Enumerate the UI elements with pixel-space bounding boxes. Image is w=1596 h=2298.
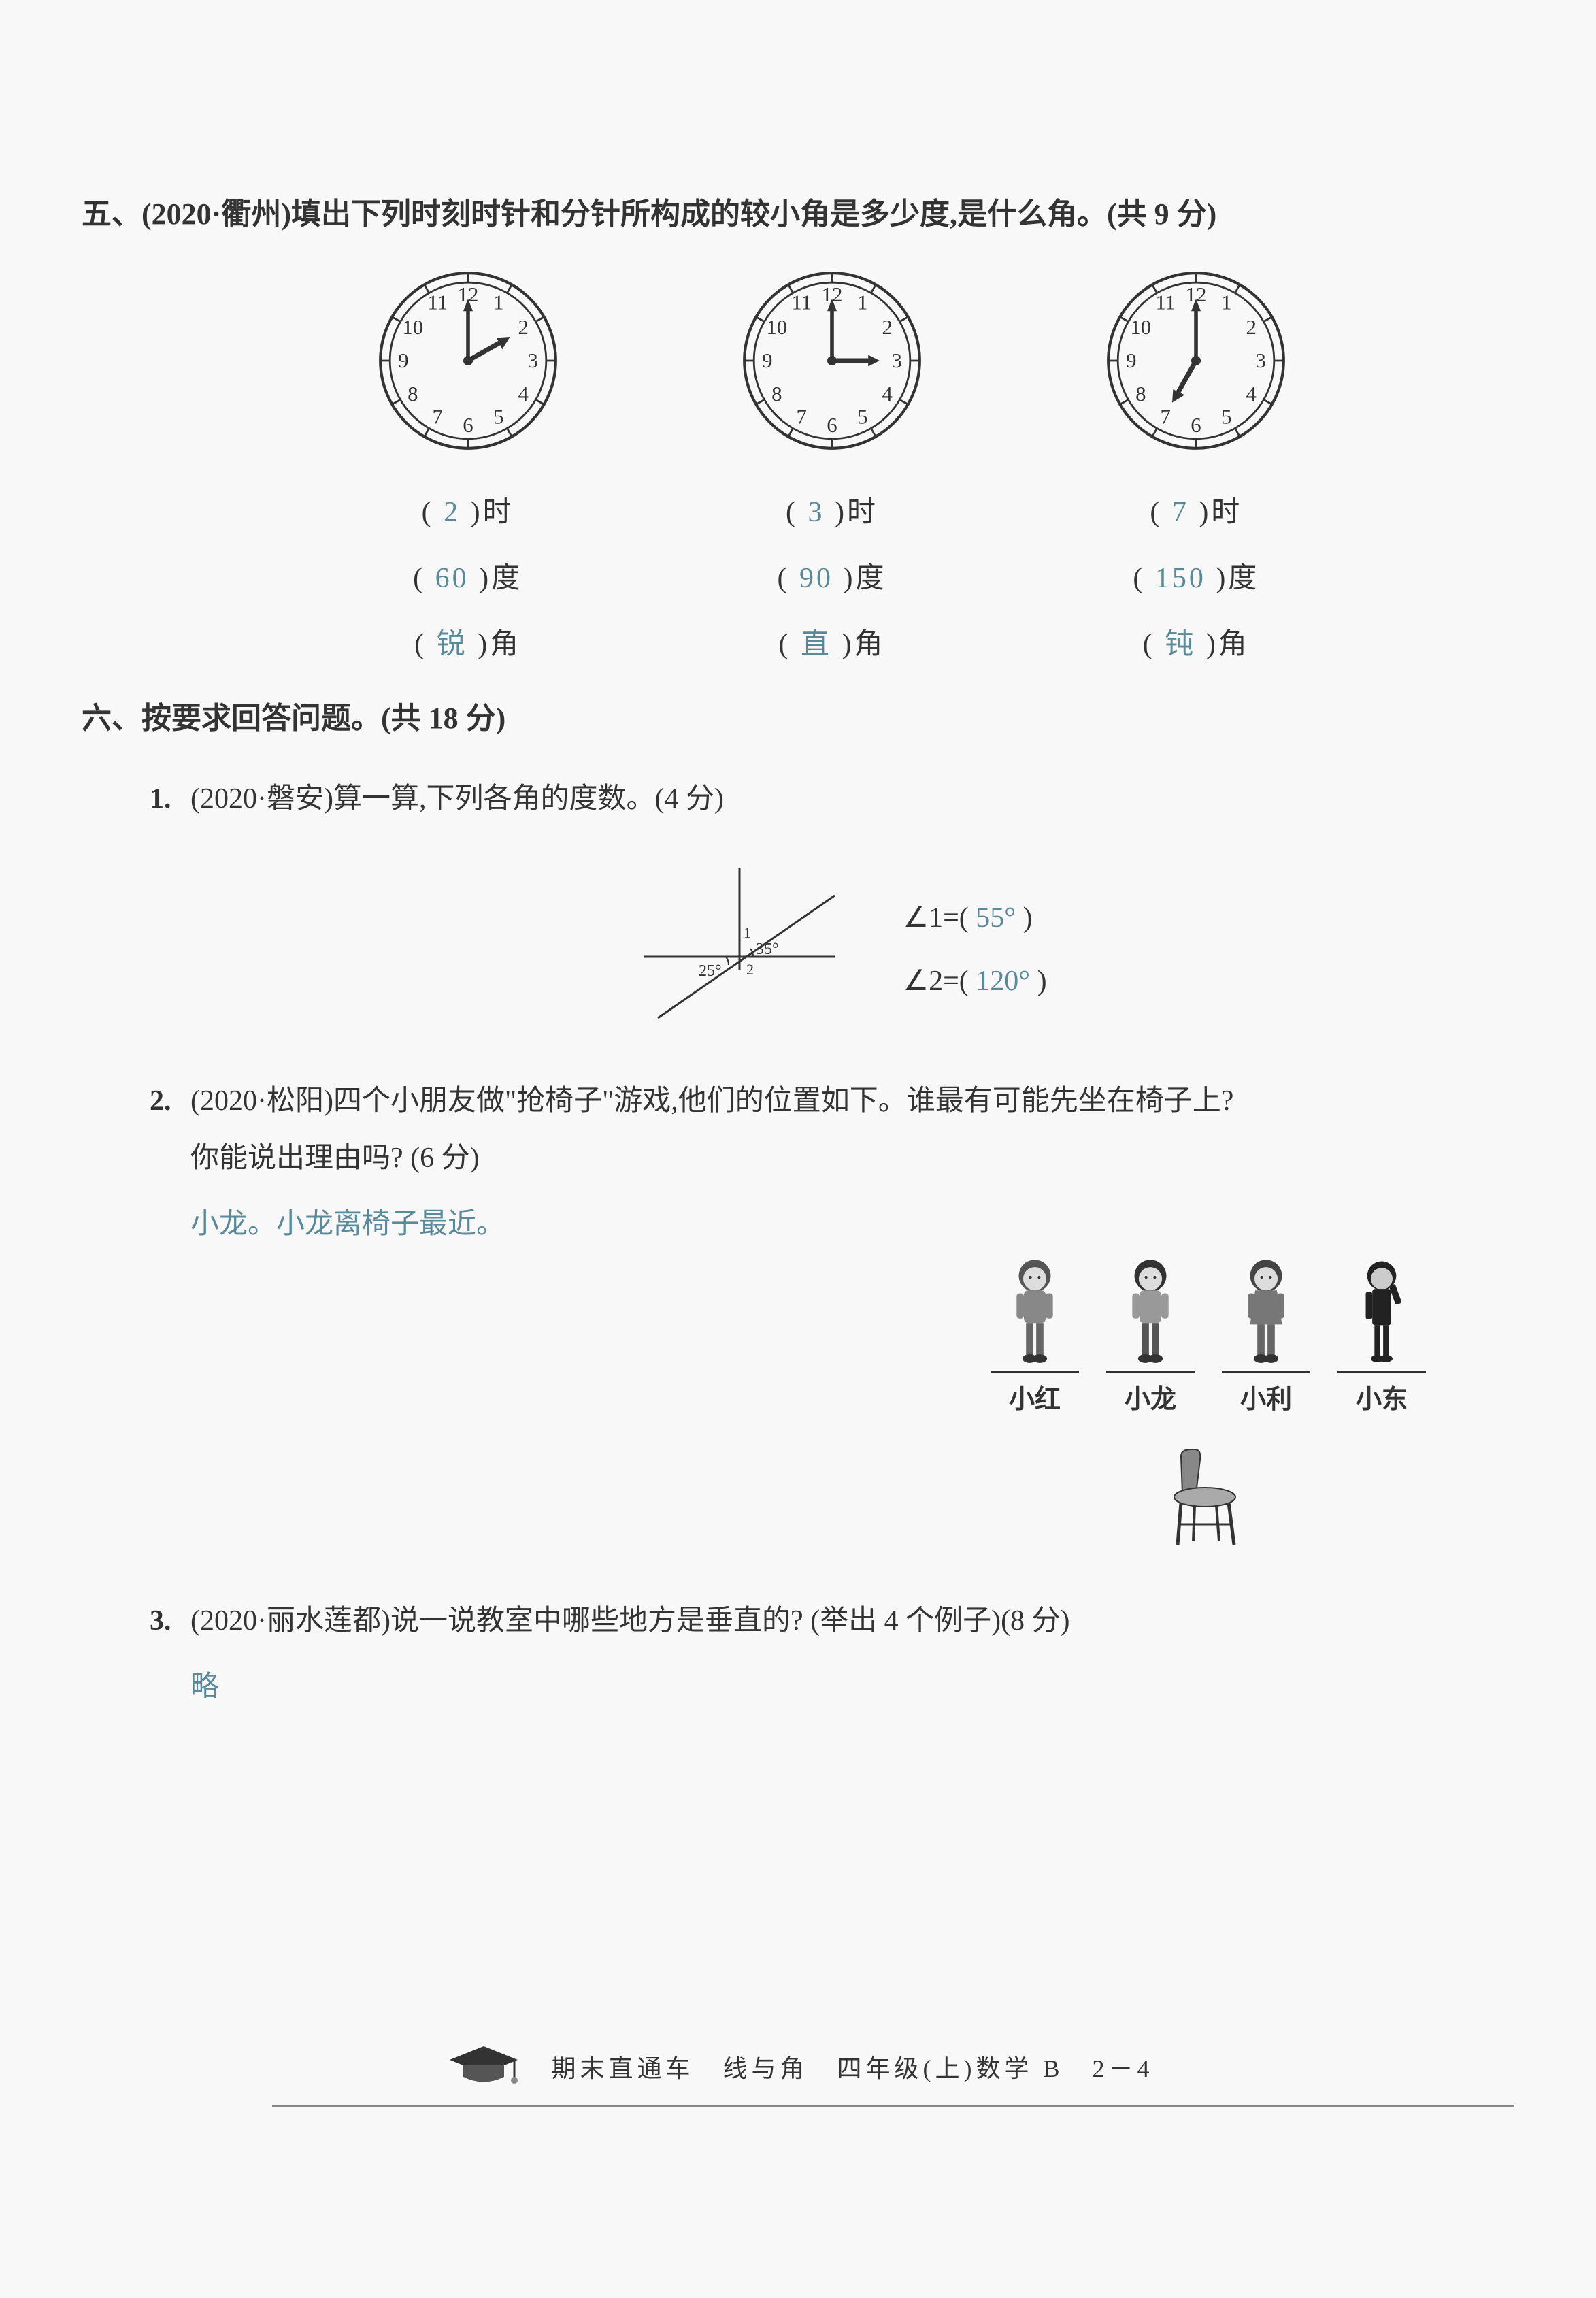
q2-text: 2.(2020·松阳)四个小朋友做"抢椅子"游戏,他们的位置如下。谁最有可能先坐… xyxy=(150,1072,1514,1187)
question-3: 3.(2020·丽水莲都)说一说教室中哪些地方是垂直的? (举出 4 个例子)(… xyxy=(82,1592,1514,1705)
svg-text:6: 6 xyxy=(827,414,837,437)
svg-text:4: 4 xyxy=(518,382,528,406)
section-6-title: 六、按要求回答问题。(共 18 分) xyxy=(82,695,1514,742)
clock-2-time: ( 3 )时 xyxy=(786,489,878,530)
clock-item-2: 1212 345 678 91011 ( 3 )时 ( 90 )度 ( 直 )角 xyxy=(737,265,927,674)
clock-2-angle: ( 直 )角 xyxy=(778,621,885,662)
svg-text:9: 9 xyxy=(762,349,772,372)
angle-diagram: 35° 25° 1 2 ∠1=( 55° ) ∠2=( 120° ) xyxy=(150,855,1514,1045)
svg-text:4: 4 xyxy=(882,382,892,406)
svg-text:7: 7 xyxy=(1161,406,1171,429)
section-5-title: 五、(2020·衢州)填出下列时刻时针和分针所构成的较小角是多少度,是什么角。(… xyxy=(82,191,1514,238)
svg-text:25°: 25° xyxy=(699,962,722,980)
svg-text:3: 3 xyxy=(1256,349,1266,372)
angle-2-answer: ∠2=( 120° ) xyxy=(903,950,1046,1013)
clock-face-1: 1212 345 678 91011 xyxy=(373,265,563,456)
svg-text:2: 2 xyxy=(1246,316,1257,339)
q3-text: 3.(2020·丽水莲都)说一说教室中哪些地方是垂直的? (举出 4 个例子)(… xyxy=(150,1592,1514,1649)
clocks-row: 1212 345 678 91011 ( 2 )时 ( 60 )度 ( 锐 )角 xyxy=(82,265,1514,674)
svg-text:10: 10 xyxy=(766,316,787,339)
clock-item-1: 1212 345 678 91011 ( 2 )时 ( 60 )度 ( 锐 )角 xyxy=(373,265,563,674)
clock-1-time: ( 2 )时 xyxy=(422,489,514,530)
footer-text: 期末直通车 线与角 四年级(上)数学 B 2－4 xyxy=(552,2049,1154,2084)
clock-3-angle: ( 钝 )角 xyxy=(1143,621,1250,662)
svg-text:5: 5 xyxy=(493,406,503,429)
svg-text:6: 6 xyxy=(463,414,473,437)
page-footer: 期末直通车 线与角 四年级(上)数学 B 2－4 xyxy=(0,2039,1596,2094)
q1-text: 1.(2020·磐安)算一算,下列各角的度数。(4 分) xyxy=(150,770,1514,827)
clock-3-time: ( 7 )时 xyxy=(1150,489,1242,530)
svg-text:3: 3 xyxy=(891,349,901,372)
child-1: 小红 xyxy=(991,1255,1079,1415)
clock-face-3: 1212 345 678 91011 xyxy=(1101,265,1291,456)
svg-text:1: 1 xyxy=(857,291,867,314)
svg-text:2: 2 xyxy=(518,316,528,339)
svg-text:1: 1 xyxy=(744,924,751,941)
child-3-name: 小利 xyxy=(1222,1371,1310,1415)
svg-text:3: 3 xyxy=(527,349,537,372)
svg-text:1: 1 xyxy=(1221,291,1231,314)
svg-text:6: 6 xyxy=(1191,414,1201,437)
svg-text:5: 5 xyxy=(1221,406,1231,429)
svg-text:5: 5 xyxy=(857,406,867,429)
clock-2-degree: ( 90 )度 xyxy=(777,555,886,596)
child-figure-icon xyxy=(1113,1255,1188,1364)
clock-1-degree: ( 60 )度 xyxy=(413,555,522,596)
angle-answers: ∠1=( 55° ) ∠2=( 120° ) xyxy=(903,887,1046,1013)
child-4-name: 小东 xyxy=(1337,1371,1426,1415)
svg-text:9: 9 xyxy=(398,349,408,372)
svg-text:11: 11 xyxy=(427,291,448,314)
svg-text:4: 4 xyxy=(1246,382,1257,406)
svg-text:1: 1 xyxy=(493,291,503,314)
child-3: 小利 xyxy=(1222,1255,1310,1415)
child-2: 小龙 xyxy=(1106,1255,1195,1415)
chair-row xyxy=(150,1443,1514,1552)
svg-text:8: 8 xyxy=(408,382,418,406)
svg-text:2: 2 xyxy=(746,961,754,978)
clock-1-angle: ( 锐 )角 xyxy=(414,621,521,662)
svg-text:8: 8 xyxy=(771,382,782,406)
clock-3-degree: ( 150 )度 xyxy=(1133,555,1259,596)
svg-text:11: 11 xyxy=(791,291,812,314)
svg-text:2: 2 xyxy=(882,316,892,339)
angle-1-answer: ∠1=( 55° ) xyxy=(903,887,1046,949)
q2-answer: 小龙。小龙离椅子最近。 xyxy=(150,1200,1514,1242)
child-2-name: 小龙 xyxy=(1106,1371,1195,1415)
angle-svg: 35° 25° 1 2 xyxy=(617,855,862,1045)
question-2: 2.(2020·松阳)四个小朋友做"抢椅子"游戏,他们的位置如下。谁最有可能先坐… xyxy=(82,1072,1514,1552)
svg-text:9: 9 xyxy=(1126,349,1136,372)
children-row: 小红 小龙 xyxy=(150,1255,1514,1415)
svg-text:7: 7 xyxy=(432,406,442,429)
q3-answer: 略 xyxy=(150,1663,1514,1705)
child-figure-icon xyxy=(997,1255,1072,1364)
svg-text:11: 11 xyxy=(1156,291,1176,314)
svg-text:7: 7 xyxy=(796,406,806,429)
svg-text:8: 8 xyxy=(1135,382,1146,406)
child-4: 小东 xyxy=(1337,1255,1426,1415)
footer-line xyxy=(272,2105,1514,2107)
svg-text:10: 10 xyxy=(402,316,423,339)
svg-text:35°: 35° xyxy=(756,940,779,958)
clock-face-2: 1212 345 678 91011 xyxy=(737,265,927,456)
question-1: 1.(2020·磐安)算一算,下列各角的度数。(4 分) 35° 25° 1 2… xyxy=(82,770,1514,1045)
chair-icon xyxy=(1161,1443,1256,1552)
child-figure-icon xyxy=(1229,1255,1303,1364)
child-1-name: 小红 xyxy=(991,1371,1079,1415)
svg-text:10: 10 xyxy=(1131,316,1152,339)
section-5: 五、(2020·衢州)填出下列时刻时针和分针所构成的较小角是多少度,是什么角。(… xyxy=(82,191,1514,674)
clock-item-3: 1212 345 678 91011 ( 7 )时 ( 150 )度 ( 钝 )… xyxy=(1101,265,1291,674)
section-6: 六、按要求回答问题。(共 18 分) 1.(2020·磐安)算一算,下列各角的度… xyxy=(82,695,1514,1704)
child-figure-icon xyxy=(1344,1255,1419,1364)
graduation-cap-icon xyxy=(443,2039,525,2094)
